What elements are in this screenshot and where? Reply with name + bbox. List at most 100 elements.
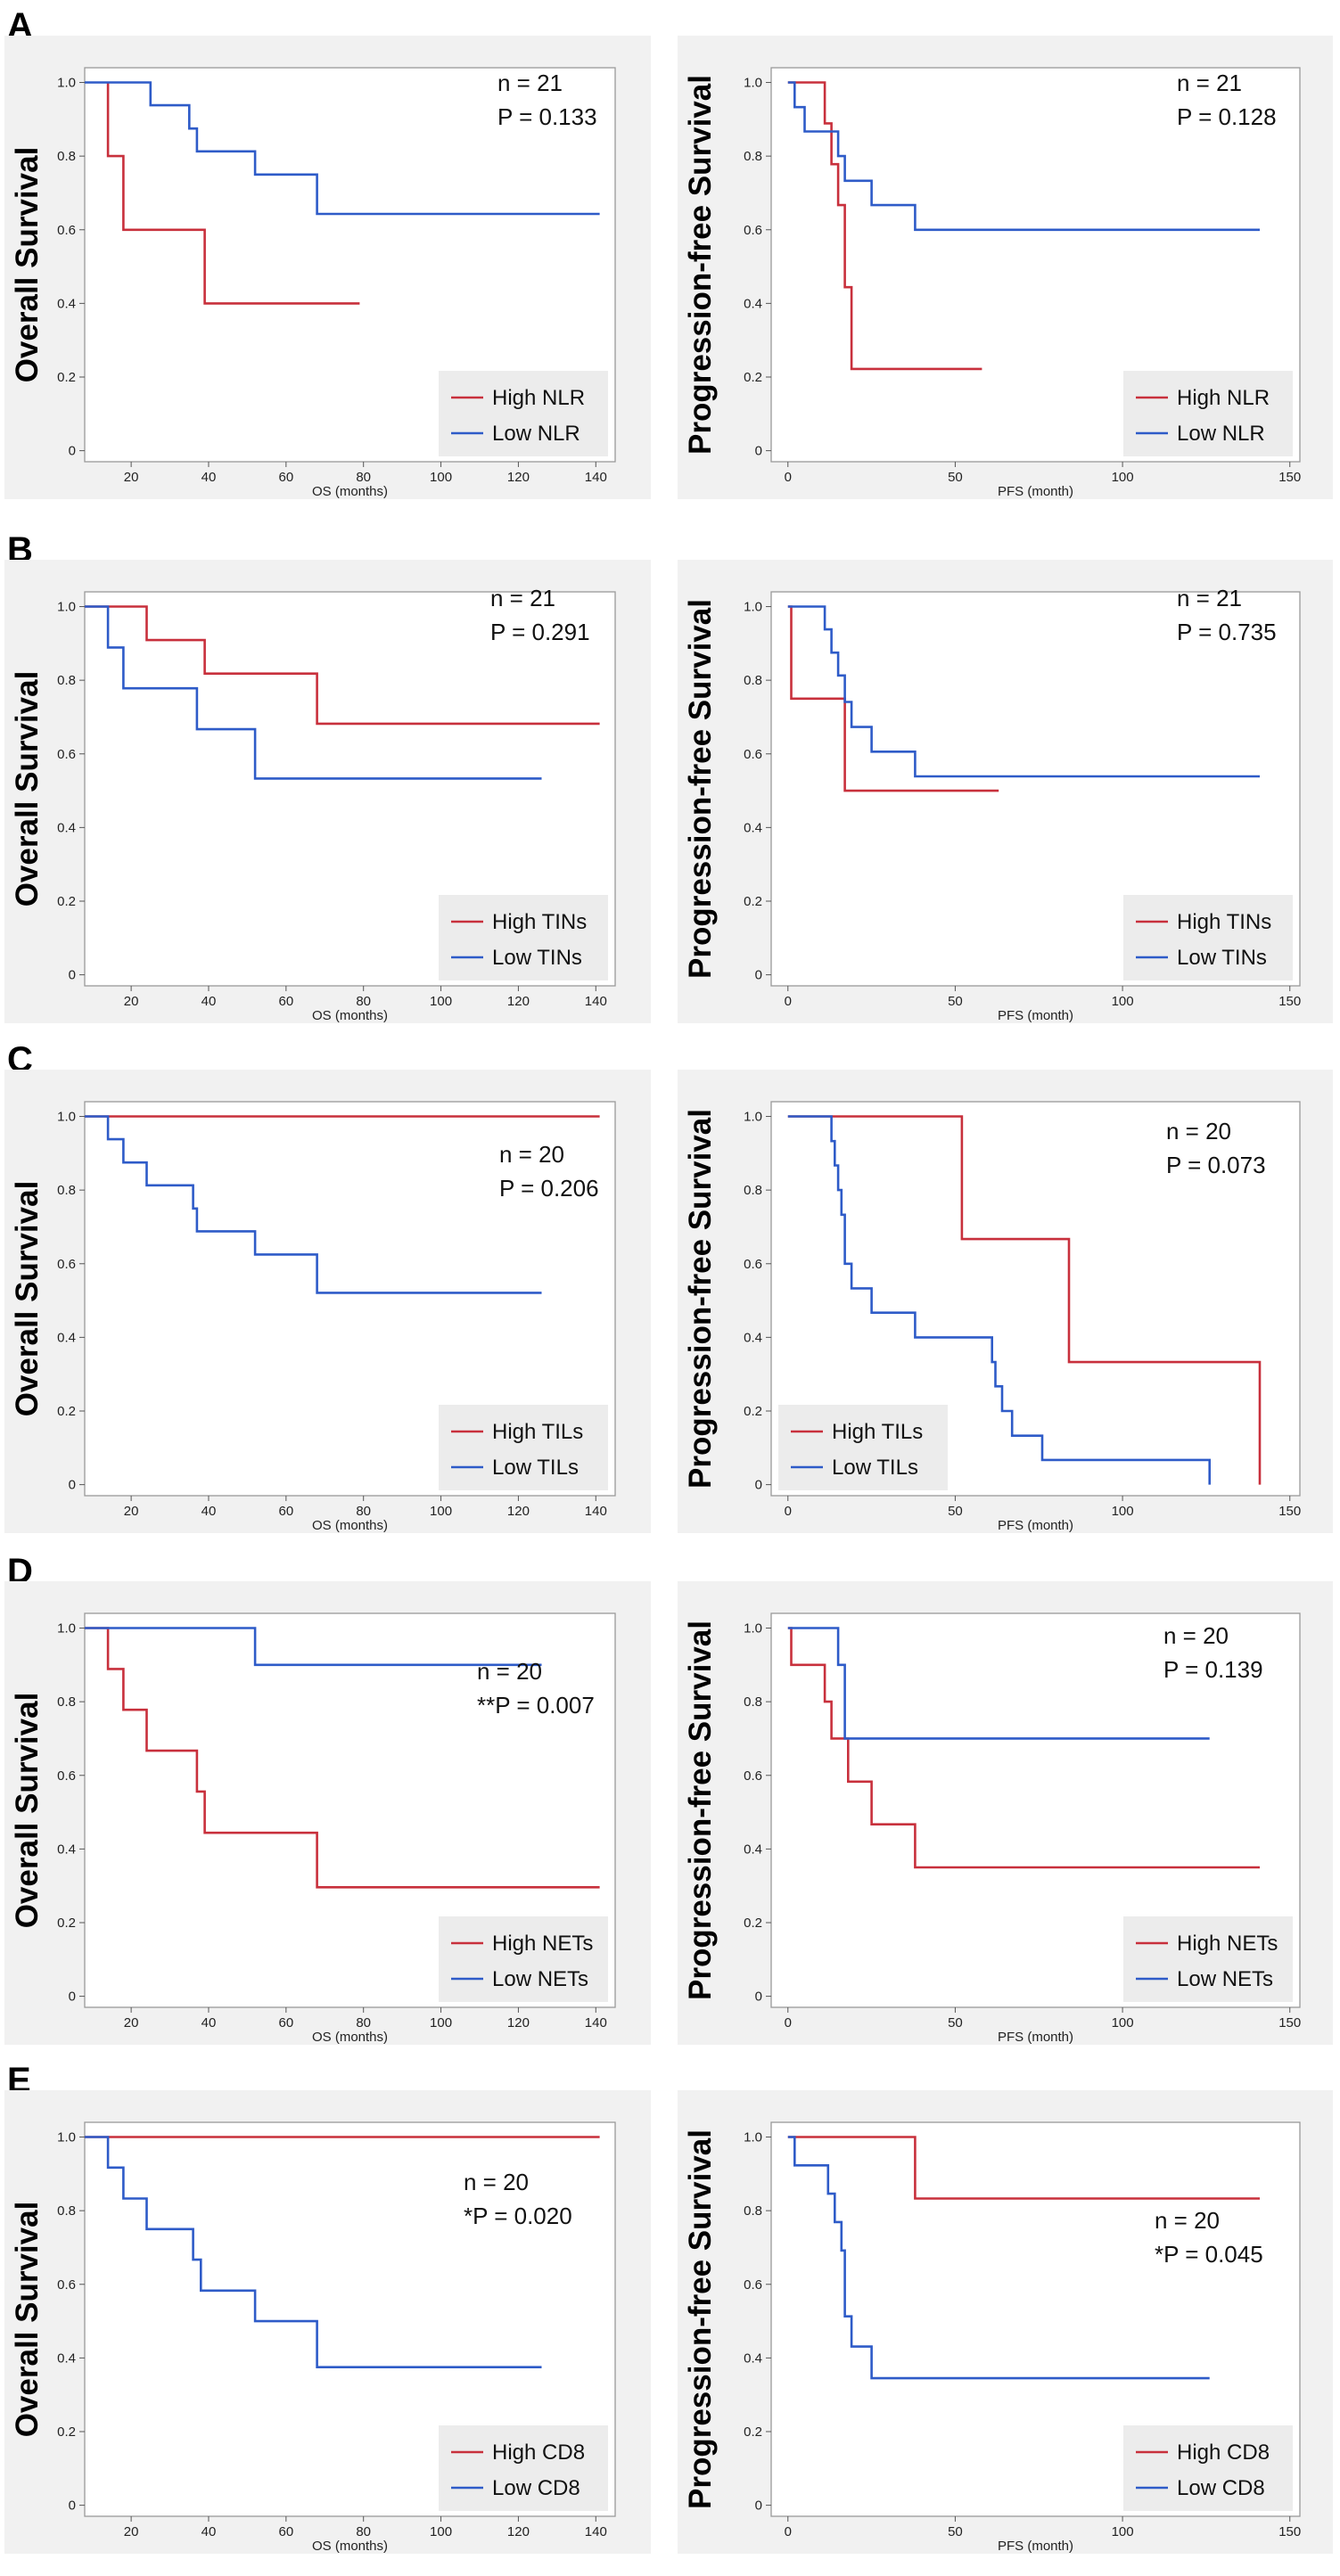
legend: High TILs Low TILs bbox=[439, 1405, 608, 1490]
y-tick-label: 0 bbox=[755, 2498, 762, 2514]
x-tick-label: 140 bbox=[585, 1504, 607, 1519]
x-tick-label: 50 bbox=[948, 470, 963, 485]
y-axis-label: Progression-free Survival bbox=[683, 1620, 718, 2000]
annotation-n: n = 20 bbox=[1163, 1622, 1229, 1649]
y-tick-label: 0.4 bbox=[744, 296, 762, 311]
x-tick-label: 100 bbox=[1112, 994, 1134, 1009]
legend-label-low: Low TINs bbox=[492, 946, 582, 970]
chart-c-os: 0 0.2 0.4 0.6 0.8 1.0 20 40 60 80 100 120 140 OS (mon… bbox=[4, 1070, 651, 1533]
y-tick-label: 0.2 bbox=[57, 370, 76, 385]
y-tick-label: 1.0 bbox=[57, 2130, 76, 2145]
annotation-n: n = 20 bbox=[464, 2169, 529, 2195]
y-tick-label: 1.0 bbox=[57, 1621, 76, 1637]
annotation-p-value: **P = 0.007 bbox=[477, 1692, 595, 1719]
x-tick-label: 40 bbox=[201, 470, 217, 485]
legend-label-high: High TILs bbox=[832, 1420, 923, 1444]
x-tick-label: 120 bbox=[507, 2015, 530, 2030]
x-tick-label: 120 bbox=[507, 1504, 530, 1519]
x-tick-label: 0 bbox=[785, 2015, 792, 2030]
x-tick-label: 60 bbox=[278, 470, 293, 485]
x-tick-label: 100 bbox=[1112, 1504, 1134, 1519]
y-tick-label: 0.6 bbox=[744, 1768, 762, 1784]
legend-box bbox=[439, 1405, 608, 1490]
y-tick-label: 0.8 bbox=[57, 673, 76, 688]
legend-box bbox=[1123, 895, 1293, 980]
y-axis-label: Overall Survival bbox=[10, 1693, 45, 1929]
y-tick-label: 1.0 bbox=[57, 1110, 76, 1125]
chart-a-os: 0 0.2 0.4 0.6 0.8 1.0 20 40 60 80 100 120 140 OS (mon… bbox=[4, 36, 651, 499]
legend: High CD8 Low CD8 bbox=[439, 2425, 608, 2511]
annotation-n: n = 20 bbox=[499, 1141, 564, 1168]
x-axis-label: OS (months) bbox=[312, 484, 388, 499]
legend-label-low: Low TILs bbox=[832, 1456, 918, 1480]
legend: High TILs Low TILs bbox=[778, 1405, 948, 1490]
annotation-n: n = 21 bbox=[1177, 585, 1242, 611]
legend-label-low: Low CD8 bbox=[1177, 2476, 1265, 2500]
legend-box bbox=[439, 895, 608, 980]
legend-label-high: High NETs bbox=[492, 1932, 593, 1956]
y-tick-label: 1.0 bbox=[744, 1110, 762, 1125]
x-tick-label: 50 bbox=[948, 994, 963, 1009]
km-curve-high bbox=[787, 2136, 1260, 2200]
x-tick-label: 150 bbox=[1278, 470, 1301, 485]
x-tick-label: 100 bbox=[1112, 470, 1134, 485]
y-tick-label: 1.0 bbox=[744, 600, 762, 615]
annotation-p-value: *P = 0.020 bbox=[464, 2203, 572, 2229]
y-tick-label: 0.6 bbox=[744, 1257, 762, 1272]
y-tick-label: 0.6 bbox=[57, 1768, 76, 1784]
legend-label-high: High NLR bbox=[492, 386, 585, 410]
chart-b-pfs: 0 0.2 0.4 0.6 0.8 1.0 0 50 100 150 PFS (month) Prog… bbox=[678, 560, 1333, 1023]
y-tick-label: 0.2 bbox=[744, 2424, 762, 2440]
annotation-n: n = 20 bbox=[477, 1658, 542, 1685]
legend: High NLR Low NLR bbox=[1123, 371, 1293, 456]
km-curve-high bbox=[787, 1627, 1260, 1869]
y-tick-label: 0.2 bbox=[744, 1404, 762, 1419]
legend-label-low: Low NETs bbox=[492, 1967, 588, 1991]
y-tick-label: 1.0 bbox=[744, 76, 762, 91]
x-tick-label: 40 bbox=[201, 1504, 217, 1519]
y-tick-label: 0.4 bbox=[57, 1330, 76, 1345]
y-tick-label: 0 bbox=[69, 968, 76, 983]
x-tick-label: 50 bbox=[948, 2015, 963, 2030]
x-tick-label: 80 bbox=[356, 1504, 371, 1519]
legend-box bbox=[778, 1405, 948, 1490]
legend: High NLR Low NLR bbox=[439, 371, 608, 456]
x-tick-label: 60 bbox=[278, 1504, 293, 1519]
x-axis-label: PFS (month) bbox=[998, 484, 1073, 499]
annotation-p-value: P = 0.206 bbox=[499, 1175, 599, 1202]
x-axis-label: PFS (month) bbox=[998, 1008, 1073, 1023]
annotation-p-value: P = 0.291 bbox=[490, 619, 590, 645]
legend-label-low: Low NETs bbox=[1177, 1967, 1273, 1991]
x-axis-label: PFS (month) bbox=[998, 2030, 1073, 2045]
y-tick-label: 0.8 bbox=[744, 149, 762, 164]
km-curve-low bbox=[85, 1627, 542, 1667]
y-tick-label: 0.6 bbox=[744, 747, 762, 762]
x-tick-label: 100 bbox=[430, 470, 452, 485]
x-tick-label: 20 bbox=[124, 470, 139, 485]
y-axis-label: Overall Survival bbox=[10, 671, 45, 907]
y-tick-label: 0 bbox=[69, 1478, 76, 1493]
annotation-p-value: P = 0.073 bbox=[1166, 1152, 1266, 1178]
km-curve-low bbox=[787, 81, 1260, 232]
y-tick-label: 0.6 bbox=[57, 747, 76, 762]
chart-e-os: 0 0.2 0.4 0.6 0.8 1.0 20 40 60 80 100 120 140 OS (mon… bbox=[4, 2090, 651, 2554]
y-tick-label: 0.8 bbox=[57, 149, 76, 164]
y-tick-label: 0.8 bbox=[57, 1694, 76, 1710]
legend: High NETs Low NETs bbox=[439, 1916, 608, 2002]
y-tick-label: 0.4 bbox=[744, 2350, 762, 2366]
y-tick-label: 0 bbox=[69, 2498, 76, 2514]
y-tick-label: 0 bbox=[755, 968, 762, 983]
legend-label-low: Low NLR bbox=[1177, 422, 1265, 446]
x-tick-label: 120 bbox=[507, 470, 530, 485]
x-tick-label: 140 bbox=[585, 2015, 607, 2030]
legend-label-low: Low NLR bbox=[492, 422, 580, 446]
x-axis-label: OS (months) bbox=[312, 1008, 388, 1023]
x-tick-label: 120 bbox=[507, 994, 530, 1009]
y-tick-label: 0.6 bbox=[57, 223, 76, 238]
x-tick-label: 40 bbox=[201, 2524, 217, 2539]
y-tick-label: 0.4 bbox=[744, 1330, 762, 1345]
x-tick-label: 40 bbox=[201, 2015, 217, 2030]
x-tick-label: 150 bbox=[1278, 1504, 1301, 1519]
y-tick-label: 0.2 bbox=[57, 1404, 76, 1419]
y-tick-label: 0.4 bbox=[57, 296, 76, 311]
